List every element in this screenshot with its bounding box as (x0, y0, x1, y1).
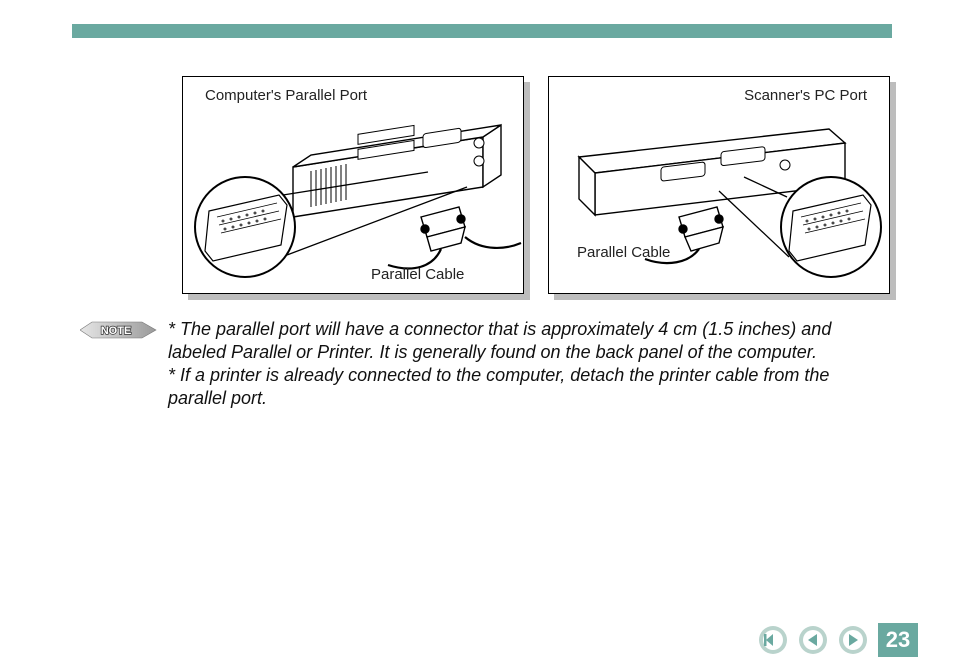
first-page-icon (758, 625, 788, 655)
footer-nav: 23 (758, 623, 918, 657)
nav-prev-button[interactable] (798, 625, 828, 655)
computer-port-illustration (183, 77, 523, 293)
cable-label: Parallel Cable (577, 244, 670, 261)
figure-frame: Computer's Parallel Port (182, 76, 524, 294)
cable-label: Parallel Cable (371, 266, 464, 283)
page-number: 23 (878, 623, 918, 657)
next-page-icon (838, 625, 868, 655)
figure-computer-port: Computer's Parallel Port (182, 76, 524, 294)
note-badge-icon: NOTE (80, 320, 158, 340)
prev-page-icon (798, 625, 828, 655)
figure-scanner-port: Scanner's PC Port (548, 76, 890, 294)
figure-frame: Scanner's PC Port (548, 76, 890, 294)
note-line-1: * The parallel port will have a connecto… (168, 318, 868, 364)
header-bar (72, 24, 892, 38)
nav-next-button[interactable] (838, 625, 868, 655)
nav-first-button[interactable] (758, 625, 788, 655)
note-line-2: * If a printer is already connected to t… (168, 364, 868, 410)
note-badge-text: NOTE (101, 325, 132, 337)
note-block: NOTE * The parallel port will have a con… (80, 318, 868, 410)
figures-row: Computer's Parallel Port (182, 76, 890, 294)
note-text: * The parallel port will have a connecto… (168, 318, 868, 410)
